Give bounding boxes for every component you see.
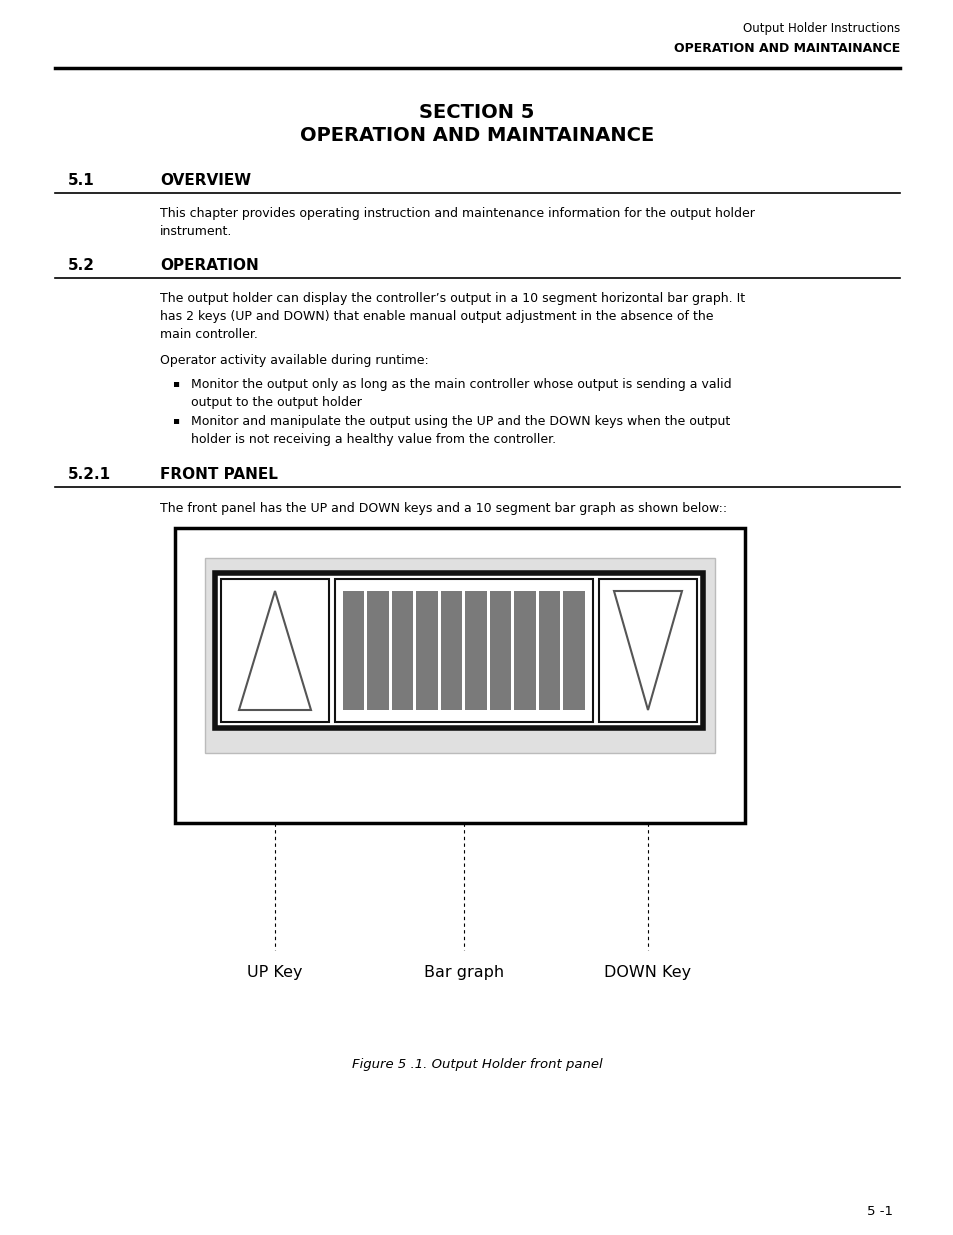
Bar [514,592,536,710]
Bar [538,592,560,710]
Text: FRONT PANEL: FRONT PANEL [160,467,277,482]
Bar [392,592,413,710]
Text: OPERATION AND MAINTAINANCE: OPERATION AND MAINTAINANCE [299,126,654,144]
Bar [367,592,389,710]
Text: Bar graph: Bar graph [423,965,503,981]
Bar [335,579,593,722]
Text: ▪: ▪ [172,378,179,388]
Text: Monitor and manipulate the output using the UP and the DOWN keys when the output: Monitor and manipulate the output using … [191,415,729,446]
Text: Figure 5 .1. Output Holder front panel: Figure 5 .1. Output Holder front panel [352,1058,601,1071]
Text: OPERATION AND MAINTAINANCE: OPERATION AND MAINTAINANCE [673,42,899,56]
Text: 5 -1: 5 -1 [866,1205,892,1218]
Text: This chapter provides operating instruction and maintenance information for the : This chapter provides operating instruct… [160,207,754,238]
Text: 5.2: 5.2 [68,258,95,273]
Text: 5.1: 5.1 [68,173,94,188]
Polygon shape [614,592,681,710]
Text: Operator activity available during runtime:: Operator activity available during runti… [160,354,428,367]
Bar [465,592,486,710]
Text: The output holder can display the controller’s output in a 10 segment horizontal: The output holder can display the contro… [160,291,744,341]
Text: The front panel has the UP and DOWN keys and a 10 segment bar graph as shown bel: The front panel has the UP and DOWN keys… [160,501,726,515]
Text: OPERATION: OPERATION [160,258,258,273]
Bar [440,592,462,710]
Text: UP Key: UP Key [247,965,302,981]
Bar [343,592,364,710]
Text: Monitor the output only as long as the main controller whose output is sending a: Monitor the output only as long as the m… [191,378,731,409]
Bar [416,592,437,710]
Bar [214,573,702,727]
Bar [563,592,584,710]
Text: DOWN Key: DOWN Key [604,965,691,981]
Bar [490,592,511,710]
Text: OVERVIEW: OVERVIEW [160,173,251,188]
Text: SECTION 5: SECTION 5 [419,103,534,122]
Polygon shape [239,592,311,710]
Text: ▪: ▪ [172,415,179,425]
Text: Output Holder Instructions: Output Holder Instructions [742,22,899,35]
Bar [598,579,697,722]
Bar [174,529,744,823]
Text: 5.2.1: 5.2.1 [68,467,111,482]
Bar [205,558,714,753]
Bar [221,579,329,722]
